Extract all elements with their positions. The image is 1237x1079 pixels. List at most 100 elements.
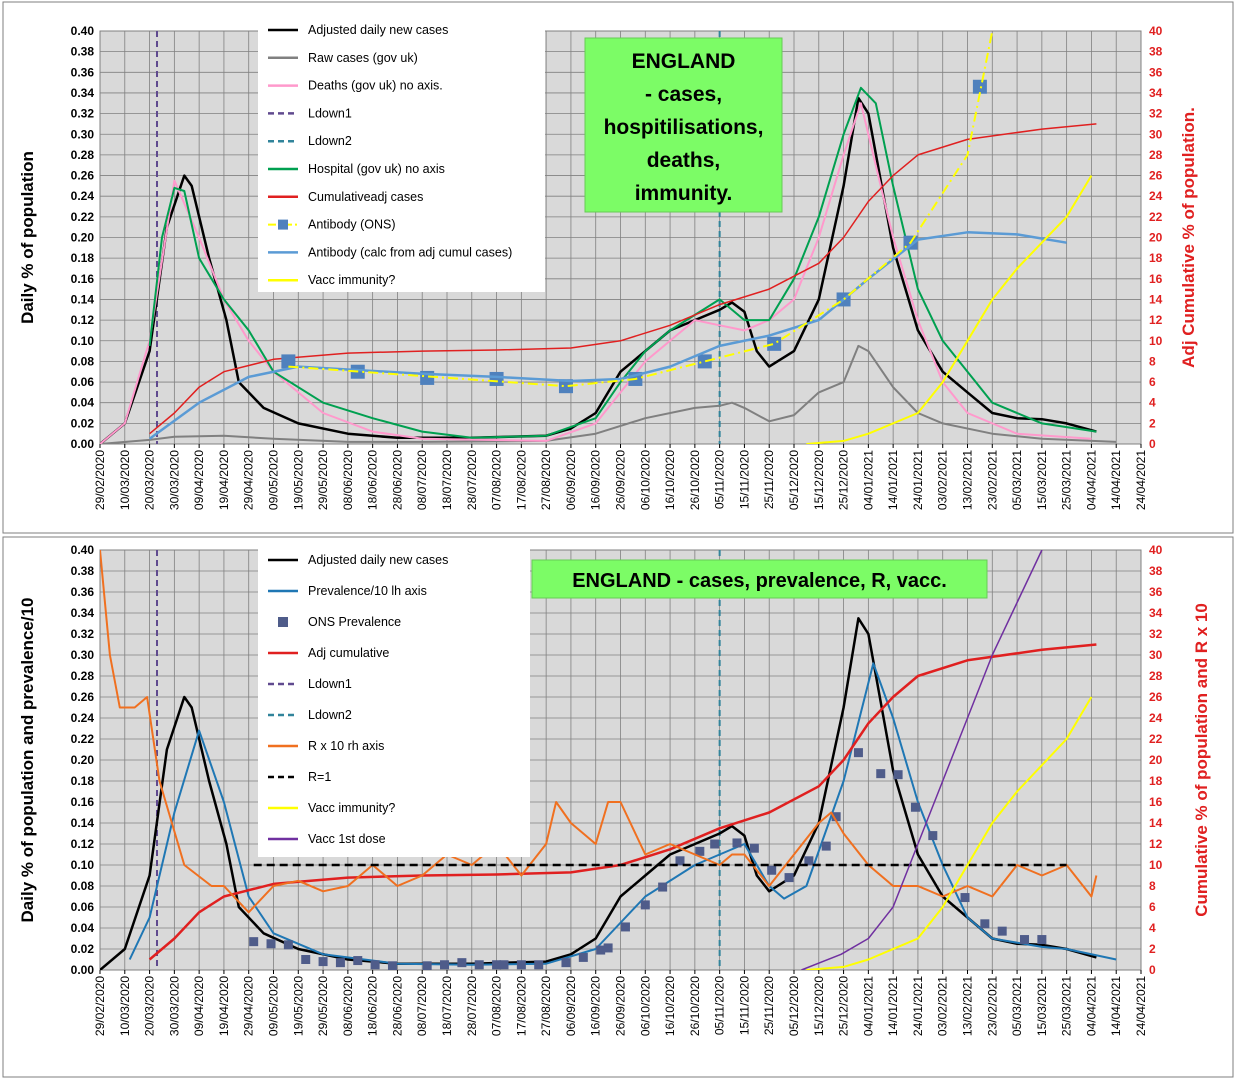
legend-item: Ldown2 bbox=[268, 134, 352, 148]
y2-tick-label: 16 bbox=[1149, 272, 1163, 286]
x-tick-label: 25/11/2020 bbox=[762, 976, 776, 1035]
legend-marker bbox=[278, 219, 288, 230]
y-tick-label: 0.36 bbox=[71, 65, 95, 79]
legend-item: Prevalence/10 lh axis bbox=[268, 584, 427, 598]
y-tick-label: 0.24 bbox=[71, 189, 95, 203]
legend-item: Vacc immunity? bbox=[268, 273, 395, 287]
x-tick-label: 06/09/2020 bbox=[564, 976, 578, 1036]
x-tick-label: 17/08/2020 bbox=[514, 976, 528, 1036]
y-tick-label: 0.08 bbox=[71, 354, 95, 368]
data-point bbox=[853, 748, 863, 758]
legend-label: Deaths (gov uk) no axis. bbox=[308, 79, 443, 93]
y-tick-label: 0.16 bbox=[71, 272, 95, 286]
x-tick-label: 06/10/2020 bbox=[638, 450, 652, 510]
legend: Adjusted daily new cases Raw cases (gov u… bbox=[258, 15, 545, 292]
legend-label: Antibody (calc from adj cumul cases) bbox=[308, 245, 512, 259]
y2-tick-label: 30 bbox=[1149, 127, 1163, 141]
y-tick-label: 0.12 bbox=[71, 313, 95, 327]
x-tick-label: 20/03/2020 bbox=[143, 450, 157, 510]
y2-tick-label: 18 bbox=[1149, 774, 1163, 788]
legend-item: Antibody (calc from adj cumul cases) bbox=[268, 245, 512, 259]
y-tick-label: 0.04 bbox=[71, 921, 95, 935]
legend-label: Vacc immunity? bbox=[308, 273, 395, 287]
legend-item: Deaths (gov uk) no axis. bbox=[268, 79, 443, 93]
y2-tick-label: 36 bbox=[1149, 65, 1163, 79]
series-group bbox=[100, 31, 1117, 444]
title-box bbox=[584, 37, 783, 213]
x-tick-label: 05/11/2020 bbox=[713, 976, 727, 1035]
chart-panel-1: 0.00 0.02 0.04 0.06 0.08 0.10 0.12 0.14 0.16 0.18… bbox=[2, 1, 1234, 534]
y-tick-label: 0.16 bbox=[71, 795, 95, 809]
x-tick-label: 10/03/2020 bbox=[118, 450, 132, 510]
x-tick-label: 25/12/2020 bbox=[837, 976, 851, 1036]
y-tick-label: 0.02 bbox=[71, 416, 95, 430]
y2-tick-label: 4 bbox=[1149, 396, 1156, 410]
y2-tick-label: 28 bbox=[1149, 148, 1163, 162]
legend-item: ONS Prevalence bbox=[278, 615, 401, 629]
data-point bbox=[710, 839, 720, 849]
y-tick-label: 0.26 bbox=[71, 690, 95, 704]
y2-tick-label: 24 bbox=[1149, 189, 1163, 203]
data-point bbox=[603, 943, 613, 953]
legend-box bbox=[258, 15, 545, 292]
y2-tick-label: 20 bbox=[1149, 753, 1163, 767]
title-line: ENGLAND bbox=[632, 50, 736, 73]
y-tick-label: 0.12 bbox=[71, 837, 95, 851]
legend-label: Adjusted daily new cases bbox=[308, 23, 448, 37]
y-tick-label: 0.34 bbox=[71, 86, 95, 100]
series-vacc-1st-dose bbox=[801, 550, 1043, 970]
y2-tick-label: 22 bbox=[1149, 210, 1163, 224]
y2-tick-label: 26 bbox=[1149, 169, 1163, 183]
data-point bbox=[980, 919, 990, 929]
x-tick-label: 06/10/2020 bbox=[638, 976, 652, 1036]
data-point bbox=[499, 960, 509, 970]
y2-tick-label: 14 bbox=[1149, 816, 1163, 830]
y2-tick-label: 24 bbox=[1149, 711, 1163, 725]
x-tick-label: 16/10/2020 bbox=[663, 976, 677, 1036]
x-tick-label: 04/04/2021 bbox=[1084, 450, 1098, 510]
x-tick-label: 18/07/2020 bbox=[440, 976, 454, 1036]
x-tick-label: 18/06/2020 bbox=[366, 450, 380, 510]
x-tick-label: 20/03/2020 bbox=[143, 976, 157, 1036]
y-tick-label: 0.08 bbox=[71, 879, 95, 893]
x-tick-label: 26/09/2020 bbox=[614, 976, 628, 1036]
y-tick-label: 0.34 bbox=[71, 606, 95, 620]
x-tick-label: 24/01/2021 bbox=[911, 976, 925, 1036]
y-tick-label: 0.28 bbox=[71, 669, 95, 683]
x-tick-label: 30/03/2020 bbox=[167, 976, 181, 1036]
series-adj-cumulative bbox=[148, 643, 1097, 961]
legend-label: Vacc 1st dose bbox=[308, 832, 386, 846]
y-tick-label: 0.10 bbox=[71, 858, 95, 872]
y2-tick-label: 0 bbox=[1149, 437, 1156, 451]
x-tick-label: 14/01/2021 bbox=[886, 450, 900, 510]
y2-tick-label: 38 bbox=[1149, 45, 1163, 59]
data-point bbox=[578, 952, 588, 962]
x-tick-label: 16/09/2020 bbox=[589, 450, 603, 510]
legend-label: R=1 bbox=[308, 770, 331, 784]
x-tick-label: 28/06/2020 bbox=[390, 450, 404, 510]
y2-tick-label: 4 bbox=[1149, 921, 1156, 935]
legend-label: Antibody (ONS) bbox=[308, 218, 396, 232]
x-tick-label: 08/07/2020 bbox=[415, 976, 429, 1036]
legend-item: R x 10 rh axis bbox=[268, 739, 384, 753]
legend-item: Ldown2 bbox=[268, 708, 352, 722]
x-tick-label: 29/05/2020 bbox=[316, 450, 330, 510]
x-tick-label: 04/01/2021 bbox=[861, 976, 875, 1036]
y-tick-label: 0.40 bbox=[71, 24, 95, 38]
data-point bbox=[489, 371, 504, 386]
y2-tick-label: 28 bbox=[1149, 669, 1163, 683]
y2-tick-label: 10 bbox=[1149, 334, 1163, 348]
y-tick-label: 0.14 bbox=[71, 292, 95, 306]
legend-item: Ldown1 bbox=[268, 106, 352, 120]
title-text: ENGLAND - cases, prevalence, R, vacc. bbox=[572, 570, 947, 592]
x-tick-label: 29/05/2020 bbox=[316, 976, 330, 1036]
y2-tick-label: 38 bbox=[1149, 564, 1163, 578]
y-tick-label: 0.02 bbox=[71, 942, 95, 956]
chart-title: ENGLAND - cases, hospitilisations, deaths, i… bbox=[584, 37, 783, 213]
x-tick-label: 25/03/2021 bbox=[1060, 976, 1074, 1036]
x-tick-label: 17/08/2020 bbox=[514, 450, 528, 510]
legend-label: Ldown2 bbox=[308, 134, 352, 148]
data-point bbox=[972, 79, 987, 94]
y-axis-label: Daily % of population and prevalence/10 bbox=[18, 598, 37, 923]
